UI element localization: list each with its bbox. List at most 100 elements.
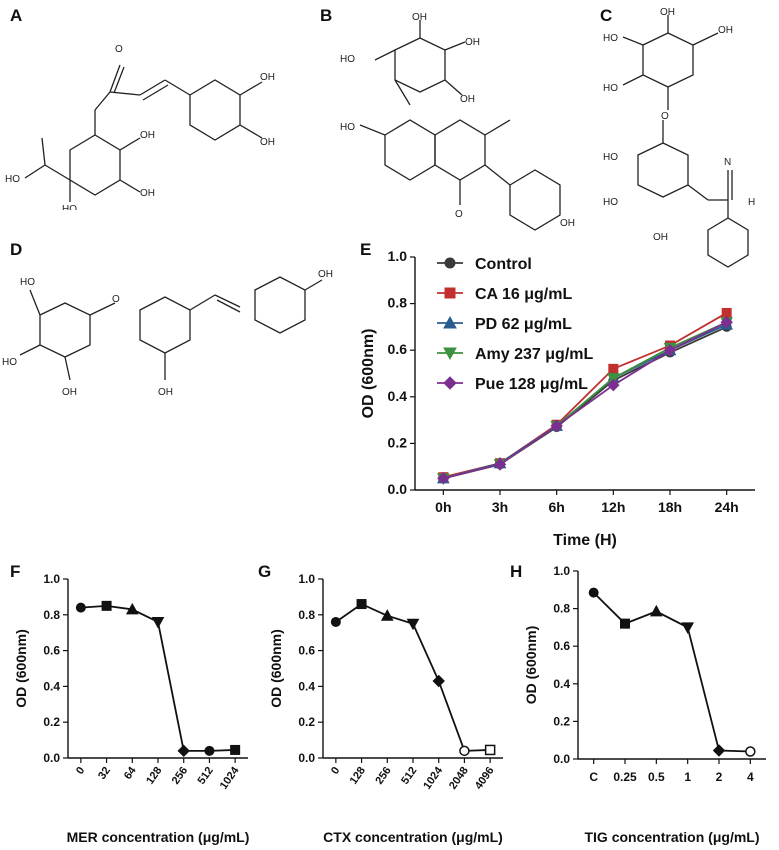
y-tick-label: 0.8 [388, 295, 408, 311]
y-tick-label: 0.8 [298, 608, 315, 622]
label-ho: HO [603, 33, 618, 44]
tig-od-chart: 0.0 0.2 0.4 0.6 0.8 1.0 C 0.25 0.5 1 2 4 OD (600nm) T… [523, 565, 766, 845]
label-h: H [748, 197, 755, 208]
label-oh: OH [653, 232, 668, 243]
x-tick-label: 0h [435, 499, 451, 515]
y-axis-title: OD (600nm) [523, 626, 539, 705]
data-point [204, 745, 215, 756]
panel-label-f: F [10, 562, 21, 581]
data-point [406, 618, 420, 631]
y-tick-label: 0.6 [388, 341, 408, 357]
molecule-structure-d: HO O HO OH OH OH [2, 269, 333, 398]
y-tick-label: 0.0 [298, 751, 315, 765]
legend-marker [443, 347, 457, 361]
x-axis-title: MER concentration (μg/mL) [67, 829, 250, 845]
label-oh: OH [412, 12, 427, 23]
y-tick-label: 0.4 [553, 677, 570, 691]
x-tick-label: 18h [658, 499, 682, 515]
data-point [437, 472, 450, 485]
label-ho: HO [340, 122, 355, 133]
y-tick-label: 0.8 [43, 608, 60, 622]
y-axis-title: OD (600nm) [268, 629, 284, 708]
y-tick-label: 0.6 [298, 644, 315, 658]
y-tick-label: 0.4 [388, 388, 408, 404]
data-point [151, 616, 165, 629]
series-line [593, 591, 751, 753]
data-point [606, 373, 620, 385]
data-point [607, 378, 620, 392]
label-ho: HO [603, 197, 618, 208]
legend-marker [443, 315, 457, 329]
panel-label-b: B [320, 6, 333, 25]
x-tick-label: 1 [684, 770, 691, 784]
data-point [493, 458, 507, 471]
label-oh: OH [260, 137, 275, 148]
data-point [663, 343, 677, 357]
label-oh: OH [318, 269, 333, 280]
x-tick-label: C [589, 770, 598, 784]
x-tick-label: 3h [492, 499, 508, 515]
data-point [649, 604, 663, 617]
legend-label: Pue 128 μg/mL [475, 376, 588, 393]
x-tick-label: 1024 [421, 764, 445, 792]
x-tick-label: 4096 [473, 765, 497, 792]
data-point [484, 744, 496, 756]
x-tick-label: 256 [170, 765, 190, 787]
data-point [712, 744, 726, 757]
series-line [443, 321, 728, 480]
x-axis-title: CTX concentration (μg/mL) [323, 829, 503, 845]
growth-curve-chart: 0.0 0.2 0.4 0.6 0.8 1.0 0h 3h 6h 12h 18h 24h OD (600… [360, 248, 755, 549]
molecule-structure-b: OH OH OH HO HO O OH [340, 12, 575, 231]
data-point [720, 316, 733, 329]
label-oh: OH [560, 218, 575, 229]
panel-label-a: A [10, 6, 23, 25]
y-tick-label: 1.0 [388, 248, 408, 264]
x-tick-label: 256 [373, 765, 393, 787]
panel-label-g: G [258, 562, 272, 581]
data-point [745, 746, 756, 757]
data-point [459, 745, 470, 757]
data-point [230, 744, 241, 755]
y-tick-label: 1.0 [553, 565, 570, 578]
x-tick-label: 0 [74, 765, 87, 777]
x-axis-title: TIG concentration (μg/mL) [584, 829, 759, 845]
data-point [75, 602, 86, 613]
label-oh: OH [660, 7, 675, 18]
data-point [620, 618, 630, 629]
legend-label: Control [475, 256, 532, 273]
y-tick-label: 0.6 [43, 644, 60, 658]
y-tick-label: 0.2 [388, 434, 408, 450]
label-oh: OH [62, 387, 77, 398]
y-tick-label: 0.2 [43, 715, 60, 729]
label-o: O [661, 111, 669, 122]
molecule-structure-c: OH OH HO HO O HO HO OH N H [603, 7, 755, 268]
x-tick-label: 64 [122, 764, 139, 782]
y-tick-label: 0.0 [43, 751, 60, 765]
y-tick-label: 0.6 [553, 639, 570, 653]
x-tick-label: 4 [747, 770, 754, 784]
label-oh: OH [465, 37, 480, 48]
x-tick-label: 512 [399, 765, 419, 787]
mer-od-chart: 0.0 0.2 0.4 0.6 0.8 1.0 0 32 64 128 256 512 1024 OD (… [13, 572, 250, 845]
y-tick-label: 0.0 [553, 752, 570, 766]
label-oh: OH [260, 72, 275, 83]
label-ho: HO [603, 152, 618, 163]
y-tick-label: 1.0 [298, 572, 315, 586]
legend-marker [444, 287, 456, 299]
y-tick-label: 0.4 [43, 679, 60, 693]
data-point [380, 609, 394, 621]
y-tick-label: 0.4 [298, 679, 315, 693]
data-point [432, 674, 445, 688]
label-oh: OH [460, 94, 475, 105]
label-ho: HO [62, 204, 77, 210]
y-axis-title: OD (600nm) [13, 629, 29, 708]
x-tick-label: 2048 [447, 765, 471, 792]
label-oh: OH [140, 188, 155, 199]
label-oh: OH [140, 130, 155, 141]
y-tick-label: 0.0 [388, 481, 408, 497]
data-point [550, 419, 563, 433]
x-tick-label: 1024 [218, 764, 242, 792]
legend-label: CA 16 μg/mL [475, 286, 572, 303]
data-point [356, 599, 367, 610]
